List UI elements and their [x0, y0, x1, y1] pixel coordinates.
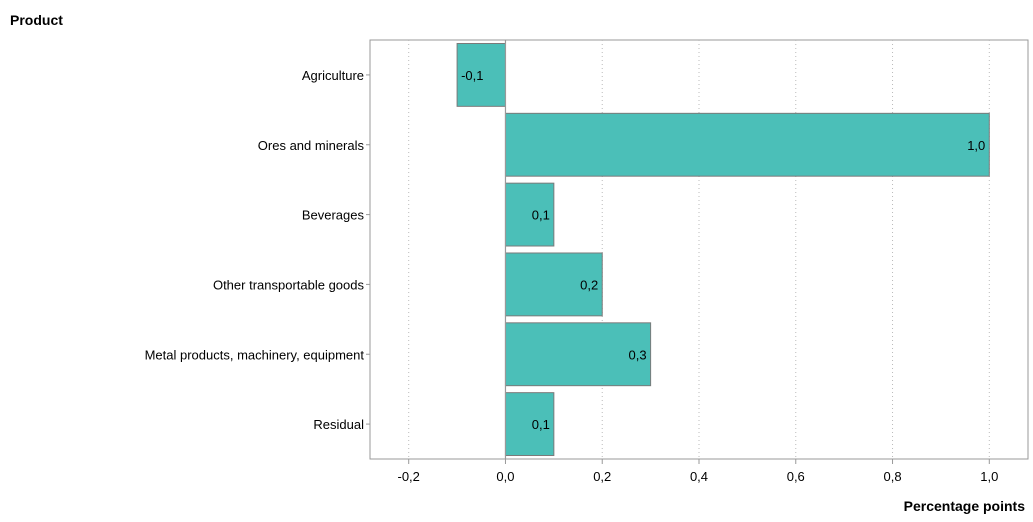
x-tick-label: 0,6: [787, 469, 805, 484]
x-axis-title: Percentage points: [903, 498, 1025, 514]
x-tick-label: -0,2: [398, 469, 420, 484]
data-label: 0,1: [532, 417, 550, 432]
bar: [504, 392, 555, 457]
bar: [504, 252, 603, 317]
data-label: 0,3: [629, 347, 647, 362]
data-label: 0,1: [532, 208, 550, 223]
bar: [504, 182, 555, 247]
category-label: Agriculture: [302, 68, 364, 83]
x-tick-label: 0,4: [690, 469, 708, 484]
category-label: Residual: [313, 417, 364, 432]
x-tick-label: 1,0: [980, 469, 998, 484]
data-label: 0,2: [580, 277, 598, 292]
y-axis-title: Product: [10, 12, 63, 28]
data-label: -0,1: [461, 68, 483, 83]
category-label: Metal products, machinery, equipment: [145, 347, 365, 362]
bar: [504, 112, 990, 177]
category-label: Beverages: [302, 208, 365, 223]
category-label: Ores and minerals: [258, 138, 365, 153]
x-tick-label: 0,2: [593, 469, 611, 484]
category-label: Other transportable goods: [213, 277, 365, 292]
x-tick-label: 0,8: [883, 469, 901, 484]
data-label: 1,0: [967, 138, 985, 153]
x-tick-label: 0,0: [496, 469, 514, 484]
bar: [504, 322, 652, 387]
